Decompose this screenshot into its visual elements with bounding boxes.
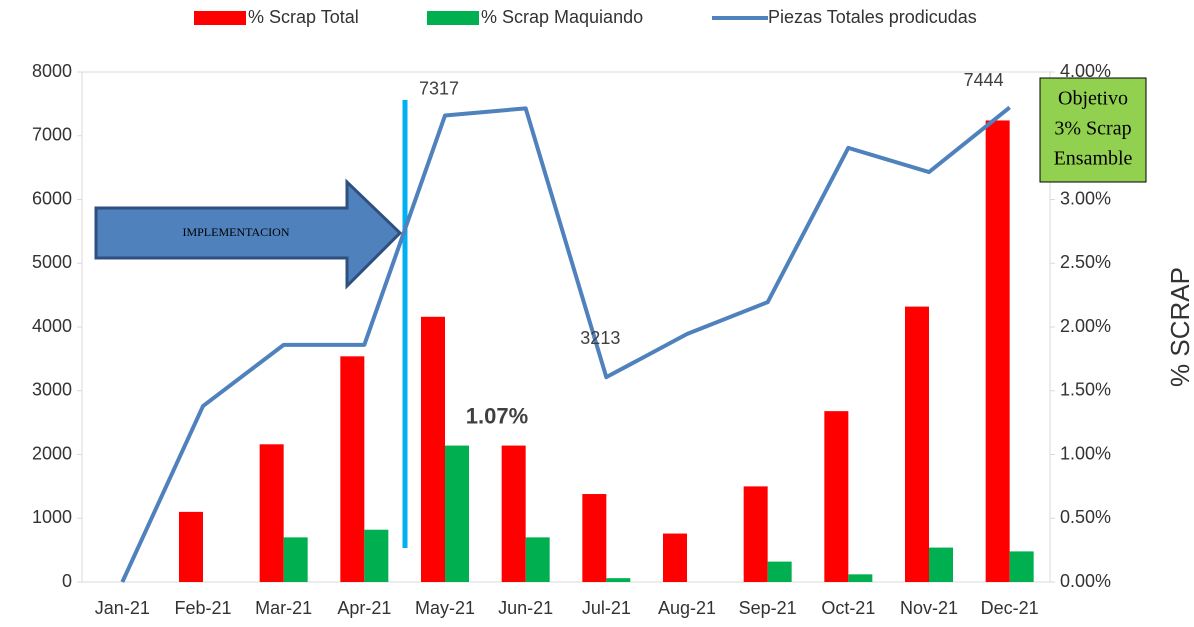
- legend-label: % Scrap Total: [248, 7, 359, 27]
- bar: [501, 445, 526, 582]
- y2-tick-label: 2.00%: [1060, 316, 1111, 336]
- bar: [743, 486, 768, 582]
- data-label: 1.07%: [466, 403, 528, 428]
- bar: [525, 537, 550, 582]
- bar: [283, 537, 308, 582]
- legend-swatch: [427, 11, 479, 25]
- bar: [905, 306, 929, 582]
- data-label: 7317: [419, 78, 459, 98]
- x-tick-label: Apr-21: [337, 598, 391, 618]
- line: [120, 105, 1011, 583]
- y2-tick-label: 2.50%: [1060, 252, 1111, 272]
- x-tick-label: Feb-21: [174, 598, 231, 618]
- bar: [340, 356, 365, 582]
- arrow-label: IMPLEMENTACION: [182, 225, 289, 239]
- x-tick-label: Jan-21: [95, 598, 150, 618]
- bar: [824, 411, 849, 582]
- arrow-shape: [94, 178, 403, 290]
- target-box-text: Ensamble: [1054, 148, 1133, 170]
- bar: [929, 547, 953, 582]
- target-box-text: Objetivo: [1058, 88, 1128, 110]
- target-box-text: 3% Scrap: [1054, 118, 1131, 140]
- y-tick-label: 7000: [32, 125, 72, 145]
- legend-swatch: [194, 11, 246, 25]
- y2-tick-label: 4.00%: [1060, 61, 1111, 81]
- y2-tick-label: 0.50%: [1060, 507, 1111, 527]
- target-box: [1039, 77, 1147, 183]
- plot-frame: [81, 71, 1051, 583]
- x-tick-label: Nov-21: [900, 598, 958, 618]
- bar: [445, 445, 469, 582]
- bar: [179, 511, 203, 582]
- y2-axis-label: % SCRAP: [1165, 267, 1194, 387]
- y2-tick-label: 1.00%: [1060, 443, 1111, 463]
- y-tick-label: 5000: [32, 252, 72, 272]
- x-tick-label: Jun-21: [498, 598, 553, 618]
- x-tick-label: May-21: [415, 598, 475, 618]
- legend-label: % Scrap Maquiando: [481, 7, 643, 27]
- y2-tick-label: 1.50%: [1060, 380, 1111, 400]
- y-tick-label: 8000: [32, 61, 72, 81]
- bar: [985, 120, 1010, 582]
- y-tick-label: 1000: [32, 507, 72, 527]
- x-tick-label: Mar-21: [255, 598, 312, 618]
- y-tick-label: 2000: [32, 443, 72, 463]
- y-tick-label: 0: [62, 571, 72, 591]
- x-tick-label: Sep-21: [739, 598, 797, 618]
- bar: [767, 561, 792, 582]
- bar: [1009, 551, 1034, 582]
- y-tick-label: 4000: [32, 316, 72, 336]
- bar: [582, 494, 607, 582]
- data-label: 3213: [580, 328, 620, 348]
- y-tick-label: 6000: [32, 188, 72, 208]
- data-label: 7444: [964, 70, 1004, 90]
- y-tick-label: 3000: [32, 380, 72, 400]
- bar: [606, 578, 631, 582]
- x-tick-label: Oct-21: [821, 598, 875, 618]
- bar: [848, 574, 873, 582]
- x-tick-label: Aug-21: [658, 598, 716, 618]
- legend-label: Piezas Totales prodicudas: [768, 7, 977, 27]
- bar: [259, 444, 284, 582]
- y2-tick-label: 3.00%: [1060, 188, 1111, 208]
- bar: [364, 529, 389, 582]
- bar: [421, 316, 445, 582]
- x-tick-label: Jul-21: [582, 598, 631, 618]
- bar: [663, 533, 687, 582]
- implementation-arrow: IMPLEMENTACION: [94, 178, 403, 290]
- x-tick-label: Dec-21: [981, 598, 1039, 618]
- y2-tick-label: 0.00%: [1060, 571, 1111, 591]
